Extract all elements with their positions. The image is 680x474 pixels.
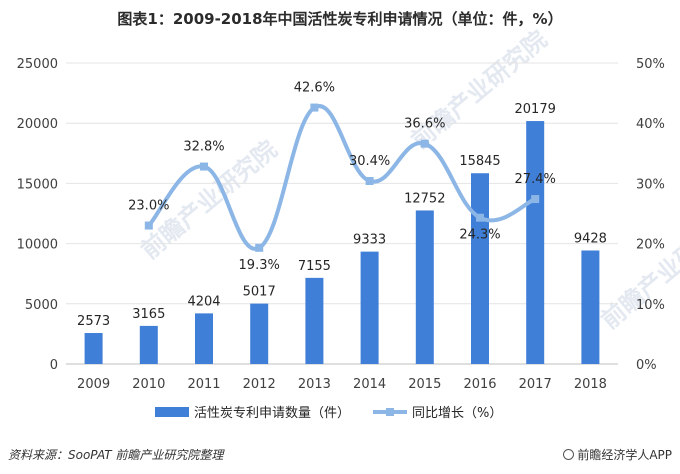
bar-value-label: 9333 xyxy=(353,233,386,248)
growth-value-label: 23.0% xyxy=(128,199,169,214)
growth-line xyxy=(146,104,538,251)
right-tick-label: 50% xyxy=(636,57,665,72)
x-tick-label: 2012 xyxy=(243,377,276,392)
right-tick-label: 0% xyxy=(636,358,657,373)
right-axis: 0% 10% 20% 30% 40% 50% xyxy=(636,57,665,373)
growth-value-label: 32.8% xyxy=(183,140,224,155)
growth-marker xyxy=(531,195,540,204)
source-note: 资料来源：SooPAT 前瞻产业研究院整理 xyxy=(8,448,224,462)
line-series xyxy=(144,103,540,252)
bar-2013 xyxy=(305,277,324,364)
bar-value-label: 7155 xyxy=(298,259,331,274)
gridlines xyxy=(66,62,618,365)
bar-labels: 2573 3165 4204 5017 7155 9333 12752 15845 20179 9… xyxy=(77,102,607,329)
growth-value-label: 42.6% xyxy=(294,81,335,96)
bar-2009 xyxy=(84,333,103,364)
x-tick-label: 2010 xyxy=(132,377,165,392)
line-labels: 23.0% 32.8% 19.3% 42.6% 30.4% 36.6% 24.3% 27.4% xyxy=(128,81,556,273)
brand-text: 前瞻经济学人APP xyxy=(577,448,672,462)
bar-2010 xyxy=(139,325,158,364)
watermark-text: 前瞻产业研究院 xyxy=(596,205,680,334)
left-tick-label: 20000 xyxy=(17,117,58,132)
x-tick-label: 2017 xyxy=(519,377,552,392)
left-tick-label: 25000 xyxy=(17,57,58,72)
x-tick-label: 2011 xyxy=(187,377,220,392)
growth-value-label: 30.4% xyxy=(349,154,390,169)
bar-value-label: 5017 xyxy=(243,285,276,300)
legend-line-marker xyxy=(386,408,394,416)
bar-value-label: 15845 xyxy=(459,154,500,169)
x-tick-label: 2016 xyxy=(463,377,496,392)
chart-title: 图表1：2009-2018年中国活性炭专利申请情况（单位：件，%） xyxy=(117,10,563,28)
right-tick-label: 20% xyxy=(636,238,665,253)
bar-2011 xyxy=(195,313,213,364)
bar-2014 xyxy=(360,251,379,364)
left-tick-label: 10000 xyxy=(17,238,58,253)
bar-value-label: 2573 xyxy=(77,314,110,329)
bar-series xyxy=(84,121,600,365)
right-tick-label: 40% xyxy=(636,117,665,132)
bar-2017 xyxy=(526,121,545,365)
bar-2018 xyxy=(581,250,600,364)
growth-marker xyxy=(144,221,153,230)
legend-bar-label: 活性炭专利申请数量（件） xyxy=(194,406,350,421)
growth-value-label: 27.4% xyxy=(515,172,556,187)
growth-marker xyxy=(365,176,374,185)
bar-value-label: 9428 xyxy=(574,231,607,246)
growth-marker xyxy=(420,139,429,148)
x-tick-label: 2015 xyxy=(408,377,441,392)
legend-line-label: 同比增长（%） xyxy=(412,406,502,421)
left-tick-label: 0 xyxy=(50,358,58,373)
right-tick-label: 10% xyxy=(636,298,665,313)
bar-2012 xyxy=(250,303,269,364)
brand-credit: 前瞻经济学人APP xyxy=(563,446,672,463)
x-tick-label: 2014 xyxy=(353,377,386,392)
growth-value-label: 24.3% xyxy=(459,228,500,243)
left-tick-label: 15000 xyxy=(17,177,58,192)
left-axis: 0 5000 10000 15000 20000 25000 xyxy=(17,57,58,373)
brand-logo-icon xyxy=(563,449,575,460)
x-tick-label: 2018 xyxy=(574,377,607,392)
x-tick-label: 2009 xyxy=(77,377,110,392)
left-tick-label: 5000 xyxy=(25,298,58,313)
legend-bar-swatch xyxy=(155,407,189,417)
x-tick-label: 2013 xyxy=(298,377,331,392)
growth-marker xyxy=(476,213,484,222)
growth-marker xyxy=(200,162,208,171)
x-axis: 2009 2010 2011 2012 2013 2014 2015 2016 2017 2018 xyxy=(77,377,607,392)
bar-value-label: 12752 xyxy=(404,191,445,206)
bar-2015 xyxy=(415,210,434,364)
growth-marker xyxy=(310,103,319,112)
growth-value-label: 36.6% xyxy=(404,117,445,132)
bar-value-label: 3165 xyxy=(132,307,165,322)
growth-value-label: 19.3% xyxy=(239,258,280,273)
legend: 活性炭专利申请数量（件） 同比增长（%） xyxy=(155,406,502,421)
bar-2016 xyxy=(471,173,489,364)
right-tick-label: 30% xyxy=(636,177,665,192)
growth-marker xyxy=(255,243,264,252)
bar-value-label: 4204 xyxy=(187,294,220,309)
bar-value-label: 20179 xyxy=(515,102,556,117)
